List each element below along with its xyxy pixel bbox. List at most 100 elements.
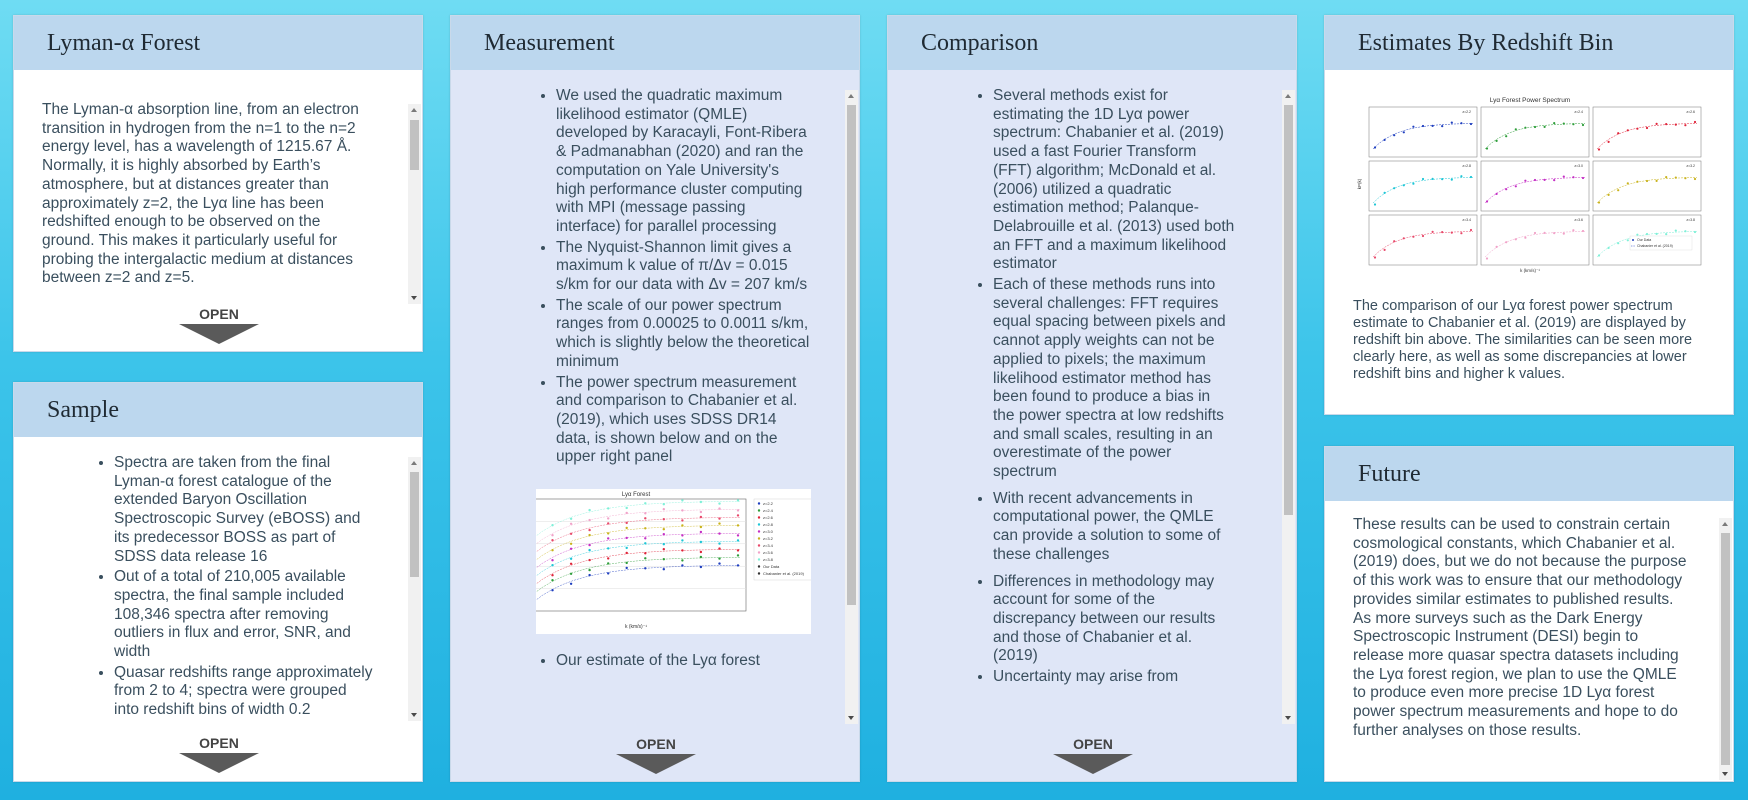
data-point xyxy=(625,566,628,570)
legend-entry: z=3.0 xyxy=(763,529,774,534)
data-point xyxy=(588,568,591,572)
open-button[interactable]: OPEN xyxy=(179,306,259,346)
data-point xyxy=(588,533,591,537)
open-button[interactable]: OPEN xyxy=(179,735,259,775)
scroll-up-arrow-icon[interactable] xyxy=(845,90,858,103)
data-point xyxy=(681,524,684,527)
data-point xyxy=(1431,230,1434,233)
subplot-frame xyxy=(1480,214,1590,266)
data-point xyxy=(644,512,647,515)
legend-marker xyxy=(757,565,761,568)
panel-comparison: Comparison Several methods exist for est… xyxy=(887,15,1297,782)
legend-entry: z=3.2 xyxy=(763,536,774,541)
scrollbar-thumb[interactable] xyxy=(1721,533,1730,765)
subplot-frame xyxy=(1592,106,1702,158)
data-point xyxy=(551,559,554,562)
data-point xyxy=(699,550,703,554)
scroll-content[interactable]: The Lyman-α absorption line, from an ele… xyxy=(42,101,372,301)
model-curve xyxy=(536,549,741,585)
data-point xyxy=(551,579,554,582)
model-curve xyxy=(536,501,741,537)
subplot-frame xyxy=(1368,214,1478,266)
legend-entry: Our Data xyxy=(763,564,780,569)
scrollbar[interactable] xyxy=(845,90,858,724)
data-point xyxy=(662,503,665,506)
data-point xyxy=(1572,176,1575,179)
legend-box xyxy=(1629,235,1693,251)
list-item: Spectra are taken from the final Lyman-α… xyxy=(114,454,374,566)
scroll-up-arrow-icon[interactable] xyxy=(408,457,421,470)
data-point xyxy=(1383,138,1386,141)
subplot-label: z=3.0 xyxy=(1574,164,1583,168)
data-point xyxy=(551,524,554,527)
data-point xyxy=(1373,256,1377,259)
scroll-down-arrow-icon[interactable] xyxy=(408,708,421,721)
panel-header: Lyman-α Forest xyxy=(14,16,422,70)
model-curve xyxy=(536,557,741,593)
subplot-label: z=2.8 xyxy=(1462,164,1471,168)
data-point xyxy=(588,558,591,562)
data-point xyxy=(718,557,721,560)
data-point xyxy=(644,542,647,545)
data-point xyxy=(1626,129,1629,132)
open-button[interactable]: OPEN xyxy=(1053,736,1133,776)
scroll-down-arrow-icon[interactable] xyxy=(1282,711,1295,724)
scrollbar-thumb[interactable] xyxy=(1284,105,1293,515)
data-point xyxy=(551,564,554,567)
subplot-frame xyxy=(1480,160,1590,212)
model-curve xyxy=(536,517,741,553)
scrollbar[interactable] xyxy=(1282,90,1295,724)
data-point xyxy=(699,530,703,534)
data-point xyxy=(1421,234,1425,238)
scrollbar-thumb[interactable] xyxy=(410,472,419,577)
legend-entry: Our Data xyxy=(1637,238,1651,242)
scroll-up-arrow-icon[interactable] xyxy=(408,104,421,117)
subplot-label: z=2.4 xyxy=(1574,110,1583,114)
panel-measurement: Measurement We used the quadratic maximu… xyxy=(450,15,860,782)
data-point xyxy=(1533,178,1537,182)
scroll-content[interactable]: Spectra are taken from the final Lyman-α… xyxy=(94,454,374,723)
scroll-up-arrow-icon[interactable] xyxy=(1719,518,1732,531)
panel-lyman-alpha-forest: Lyman-α Forest The Lyman-α absorption li… xyxy=(13,15,423,352)
data-point xyxy=(625,521,628,525)
panel-header: Measurement xyxy=(451,16,859,70)
subplot-frame xyxy=(1368,106,1478,158)
model-curve xyxy=(1372,177,1474,204)
scroll-down-arrow-icon[interactable] xyxy=(1719,767,1732,780)
data-point xyxy=(1421,177,1425,181)
x-axis-label: k (km/s)⁻¹ xyxy=(1520,268,1540,273)
data-point xyxy=(644,567,647,570)
list-item: Several methods exist for estimating the… xyxy=(993,87,1235,274)
scrollbar-thumb[interactable] xyxy=(410,120,419,170)
list-item: The power spectrum measurement and compa… xyxy=(556,374,811,468)
y-axis-label: kP(k) xyxy=(1357,178,1362,189)
panel-body: These results can be used to constrain c… xyxy=(1325,501,1733,781)
data-point xyxy=(1645,126,1649,130)
scrollbar-thumb[interactable] xyxy=(847,105,856,605)
scroll-content[interactable]: We used the quadratic maximum likelihood… xyxy=(536,87,811,742)
data-point xyxy=(736,554,740,557)
scroll-content[interactable]: Several methods exist for estimating the… xyxy=(973,87,1235,742)
scroll-content[interactable]: These results can be used to constrain c… xyxy=(1353,516,1693,784)
data-point xyxy=(1460,232,1463,235)
data-point xyxy=(736,534,740,537)
data-point xyxy=(625,536,628,540)
data-point xyxy=(1572,229,1575,232)
scroll-up-arrow-icon[interactable] xyxy=(1282,90,1295,103)
panel-header: Comparison xyxy=(888,16,1296,70)
scroll-down-arrow-icon[interactable] xyxy=(845,711,858,724)
data-point xyxy=(1383,191,1386,194)
scrollbar[interactable] xyxy=(1719,518,1732,780)
figure-caption: The comparison of our Lyα forest power s… xyxy=(1353,298,1693,382)
data-point xyxy=(1581,176,1585,180)
scrollbar[interactable] xyxy=(408,104,421,304)
open-button[interactable]: OPEN xyxy=(616,736,696,776)
data-point xyxy=(1572,123,1575,126)
list-item: Quasar redshifts range approximately fro… xyxy=(114,664,374,720)
data-point xyxy=(1524,126,1527,129)
scrollbar[interactable] xyxy=(408,457,421,721)
scroll-down-arrow-icon[interactable] xyxy=(408,291,421,304)
data-point xyxy=(681,534,684,537)
plot-frame xyxy=(536,498,747,612)
